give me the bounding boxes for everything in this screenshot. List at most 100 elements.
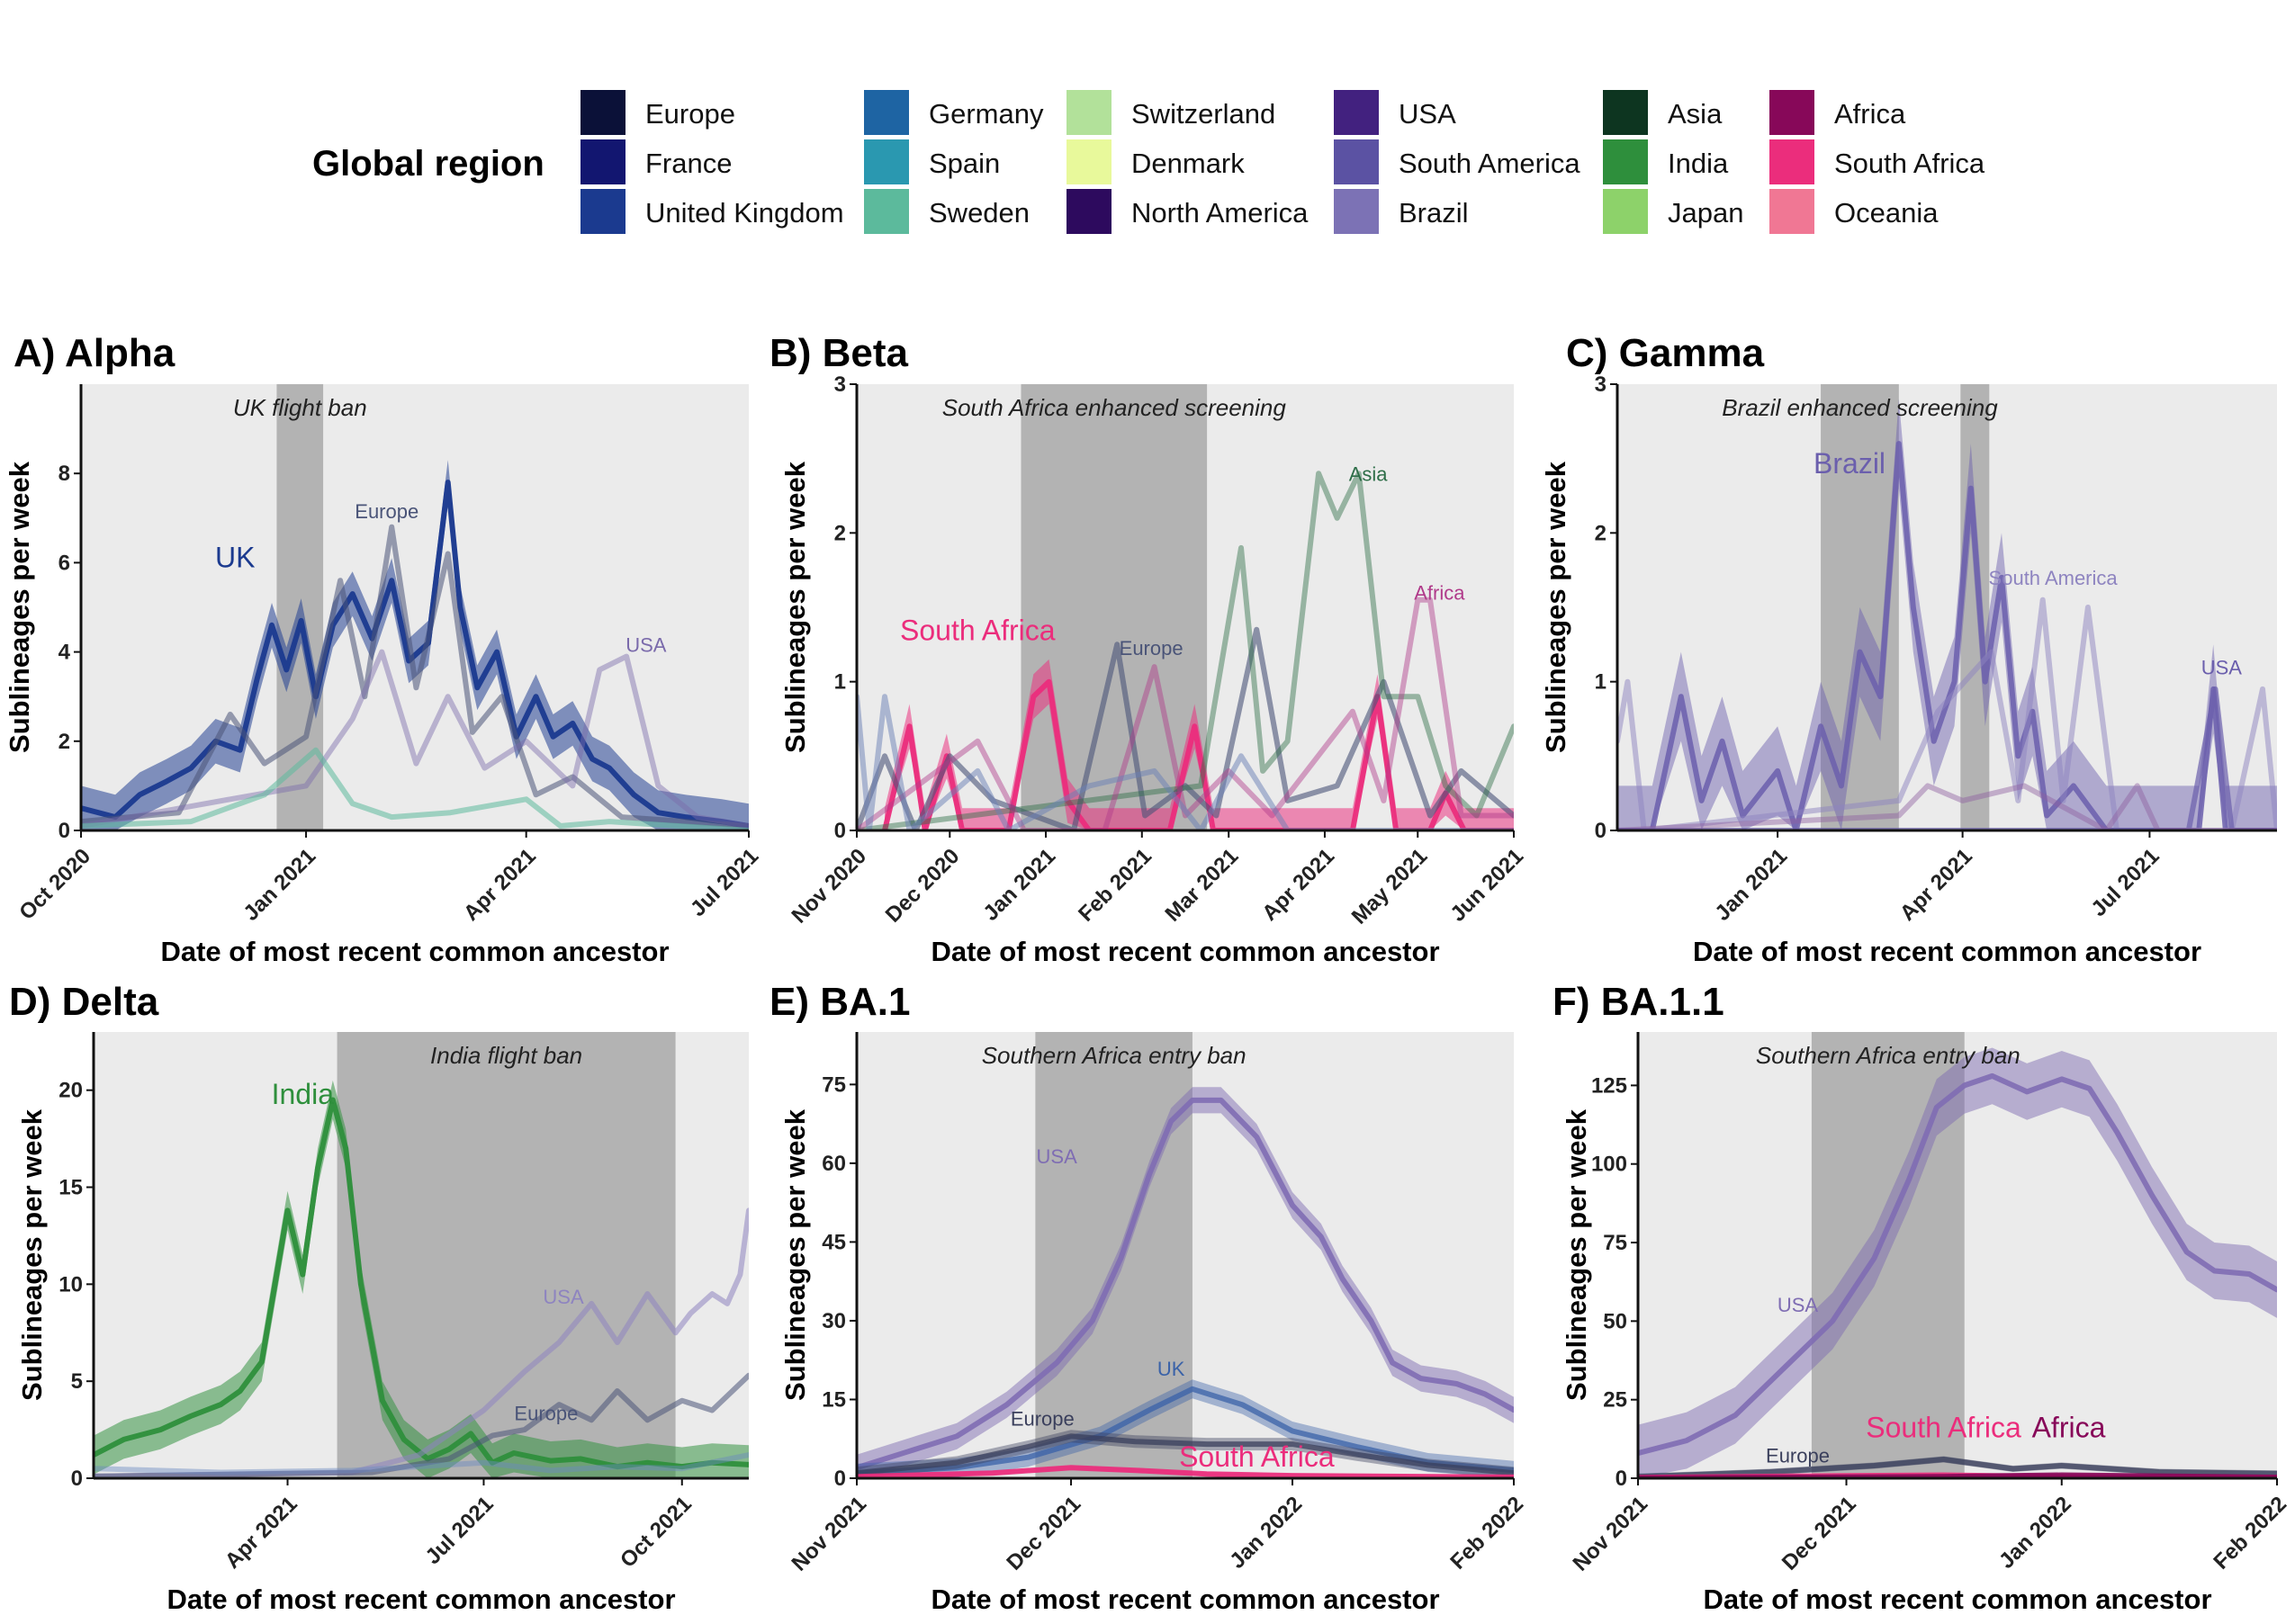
y-axis-title: Sublineages per week xyxy=(1561,1108,1592,1401)
legend-item-south-africa: South Africa xyxy=(1769,139,1985,184)
x-tick-label: Dec 2021 xyxy=(1778,1492,1861,1575)
y-tick-label: 3 xyxy=(1595,372,1606,397)
legend-label: Asia xyxy=(1668,98,1723,130)
y-tick-label: 1 xyxy=(834,670,846,695)
legend-label: North America xyxy=(1131,197,1309,229)
plot-area xyxy=(81,460,749,830)
series-brazil xyxy=(1617,399,2277,830)
x-axis-title: Date of most recent common ancestor xyxy=(931,1584,1439,1615)
legend-item-switzerland: Switzerland xyxy=(1066,90,1275,135)
series-line xyxy=(1638,1457,2277,1478)
legend-title: Global region xyxy=(312,144,544,184)
legend-label: Spain xyxy=(929,148,1000,179)
x-tick-label: Feb 2022 xyxy=(1445,1492,1528,1575)
panel-title: A) Alpha xyxy=(14,331,176,375)
legend-label: Sweden xyxy=(929,197,1030,229)
legend-swatch xyxy=(580,90,626,135)
x-tick-label: Oct 2020 xyxy=(14,844,95,925)
legend-item-south-america: South America xyxy=(1334,139,1580,184)
y-tick-label: 60 xyxy=(822,1152,846,1176)
legend-item-oceania: Oceania xyxy=(1769,189,1939,234)
series-usa xyxy=(81,649,749,829)
series-other xyxy=(1617,783,2277,830)
legend-label: Africa xyxy=(1834,98,1906,130)
series-label-europe: Europe xyxy=(514,1402,578,1424)
x-tick-label: Feb 2021 xyxy=(1074,844,1156,927)
x-tick-label: Nov 2020 xyxy=(787,844,871,929)
y-tick-label: 3 xyxy=(834,372,846,397)
x-tick-label: Nov 2021 xyxy=(787,1492,871,1576)
y-axis-title: Sublineages per week xyxy=(1540,461,1571,753)
legend-label: United Kingdom xyxy=(645,197,844,229)
legend-label: Switzerland xyxy=(1131,98,1275,130)
legend-label: France xyxy=(645,148,732,179)
series-other-europe xyxy=(857,694,1514,830)
series-label-uk: UK xyxy=(1157,1358,1185,1380)
legend-swatch xyxy=(1334,189,1379,234)
y-axis-title: Sublineages per week xyxy=(16,1108,48,1401)
legend-item-germany: Germany xyxy=(864,90,1044,135)
series-line xyxy=(94,1207,749,1478)
legend-item-sweden: Sweden xyxy=(864,189,1030,234)
panel-title: D) Delta xyxy=(9,980,159,1024)
series-label-europe: Europe xyxy=(1120,637,1184,659)
series-line xyxy=(857,471,1514,830)
legend-label: Oceania xyxy=(1834,197,1939,229)
y-tick-label: 0 xyxy=(71,1467,83,1491)
legend: Global region Europe France United Kingdom… xyxy=(312,90,1985,234)
legend-item-france: France xyxy=(580,139,732,184)
y-axis-title: Sublineages per week xyxy=(779,461,811,753)
legend-swatch xyxy=(580,189,626,234)
series-india xyxy=(94,1080,749,1478)
intervention-label: Southern Africa entry ban xyxy=(982,1042,1246,1069)
legend-items: Europe France United Kingdom Germany Spain Sw… xyxy=(580,90,1985,234)
series-ribbon xyxy=(1638,1047,2277,1478)
x-tick-label: Apr 2021 xyxy=(220,1492,302,1574)
series-line xyxy=(94,1452,749,1476)
legend-item-asia: Asia xyxy=(1603,90,1723,135)
panel-title: E) BA.1 xyxy=(770,980,910,1024)
x-tick-label: Jan 2021 xyxy=(978,844,1060,926)
series-europe xyxy=(857,626,1514,830)
y-tick-label: 30 xyxy=(822,1309,846,1333)
series-usa xyxy=(1617,686,2277,830)
intervention-window xyxy=(1960,384,1990,830)
legend-swatch xyxy=(1603,90,1648,135)
series-label-usa: USA xyxy=(1037,1145,1078,1168)
series-africa xyxy=(857,597,1514,830)
legend-swatch xyxy=(864,90,909,135)
y-tick-label: 0 xyxy=(1595,819,1606,843)
y-tick-label: 2 xyxy=(58,730,70,754)
series-ribbon xyxy=(94,1080,749,1478)
series-line xyxy=(857,1465,1514,1478)
panel-title: F) BA.1.1 xyxy=(1552,980,1724,1024)
panel-b-beta: South Africa Europe Asia Africa South Africa… xyxy=(770,331,1528,967)
series-line xyxy=(81,747,749,830)
legend-item-europe: Europe xyxy=(580,90,735,135)
y-tick-label: 0 xyxy=(1616,1467,1627,1491)
y-tick-label: 0 xyxy=(58,819,70,843)
legend-swatch xyxy=(1066,139,1112,184)
series-label-europe: Europe xyxy=(355,500,418,523)
y-tick-label: 10 xyxy=(58,1272,83,1297)
y-tick-label: 45 xyxy=(822,1230,846,1254)
legend-label: Germany xyxy=(929,98,1044,130)
x-tick-label: Apr 2021 xyxy=(1895,844,1977,926)
legend-label: India xyxy=(1668,148,1729,179)
series-label-india: India xyxy=(272,1078,335,1110)
x-tick-label: Apr 2021 xyxy=(459,844,541,926)
x-tick-label: May 2021 xyxy=(1347,844,1433,929)
x-tick-label: Dec 2020 xyxy=(881,844,965,928)
intervention-label: UK flight ban xyxy=(233,394,367,421)
intervention-label: South Africa enhanced screening xyxy=(942,394,1287,421)
legend-swatch xyxy=(1603,139,1648,184)
series-line xyxy=(1617,597,2277,830)
series-line xyxy=(857,1433,1514,1476)
x-tick-label: Jan 2022 xyxy=(1225,1492,1307,1574)
x-tick-label: Jan 2021 xyxy=(1710,844,1792,926)
series-europe xyxy=(94,1372,749,1478)
legend-swatch xyxy=(1603,189,1648,234)
y-tick-label: 4 xyxy=(58,641,71,665)
panel-title: C) Gamma xyxy=(1566,331,1765,375)
